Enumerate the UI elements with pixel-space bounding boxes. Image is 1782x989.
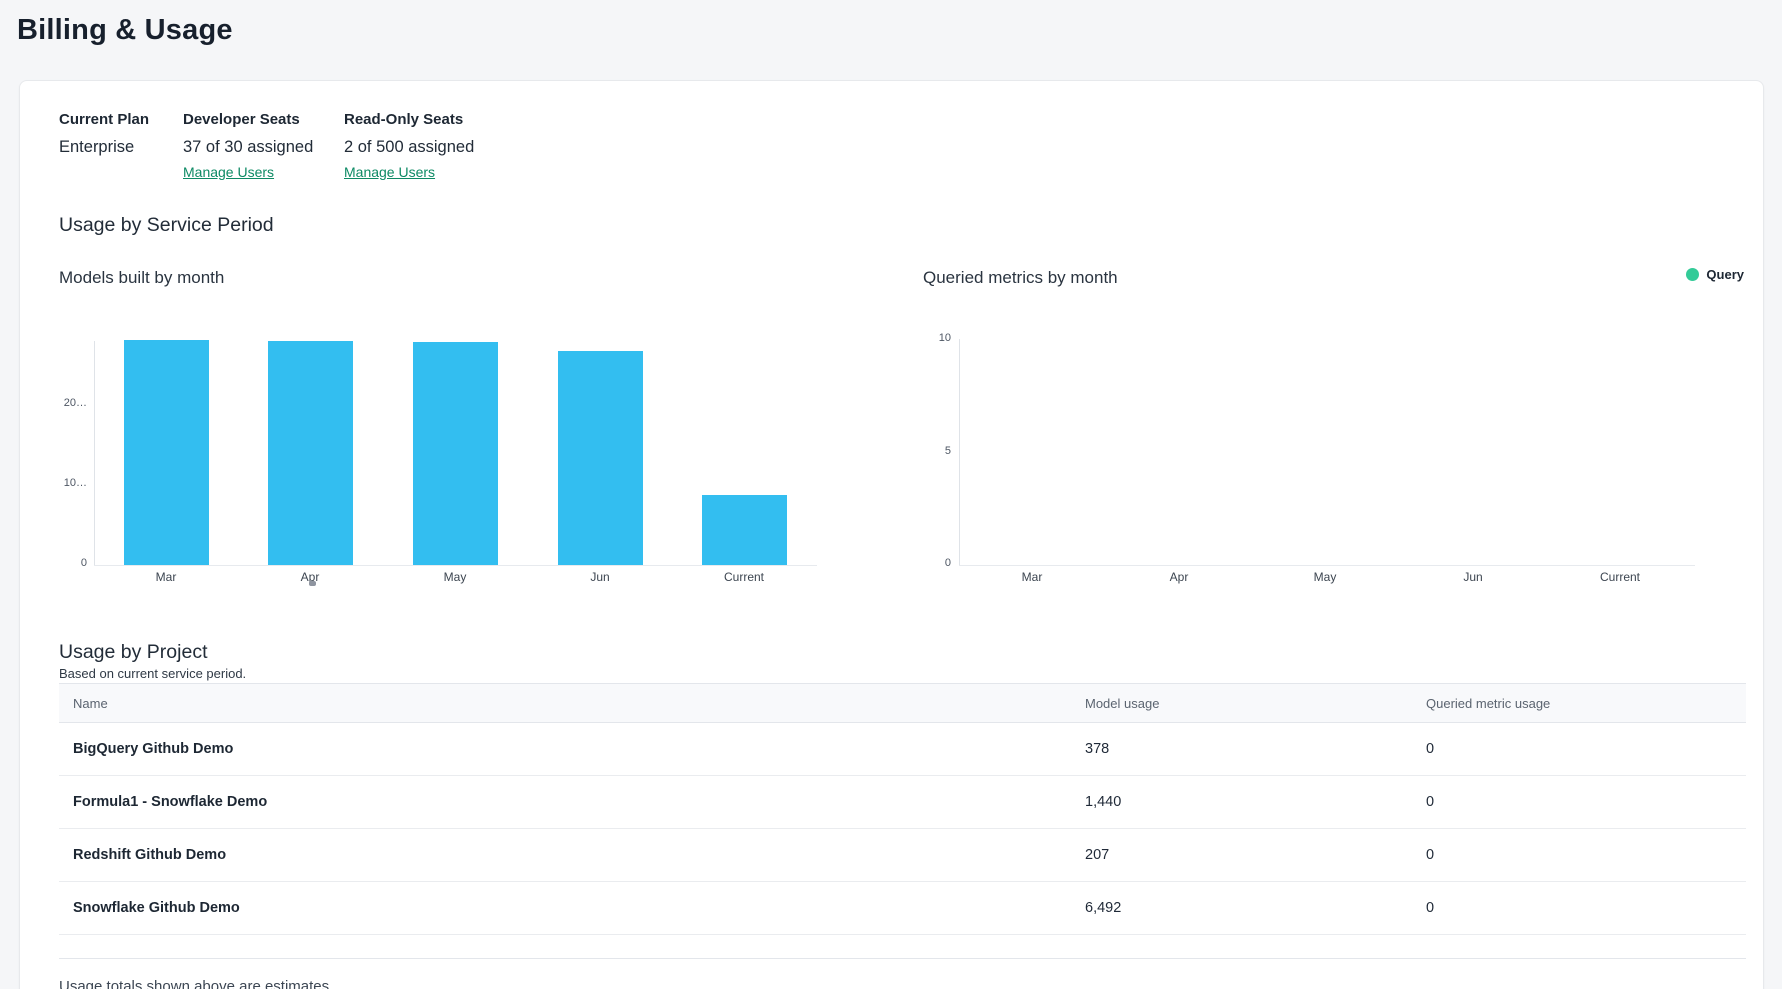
readonly-seats-label: Read-Only Seats [344, 111, 464, 128]
queried-chart-title: Queried metrics by month [923, 268, 1118, 287]
queried-metric-usage-value: 0 [1426, 847, 1435, 863]
project-name: Formula1 - Snowflake Demo [73, 794, 268, 810]
queried-metric-usage-value: 0 [1426, 794, 1435, 810]
table-row: BigQuery Github Demo 378 0 [59, 723, 1746, 776]
models-ytick-20000: 20… [63, 397, 87, 409]
readonly-seats-column: Read-Only Seats 2 of 500 assigned Manage… [344, 111, 474, 182]
project-name: Redshift Github Demo [73, 847, 227, 863]
queried-y-axis [959, 339, 960, 565]
current-plan-value: Enterprise [59, 138, 135, 156]
models-x-axis [94, 565, 817, 566]
developer-seats-column: Developer Seats 37 of 30 assigned Manage… [183, 111, 313, 182]
queried-xtick-mar: Mar [1021, 570, 1043, 584]
models-xtick-may: May [443, 570, 467, 584]
queried-ytick-10: 10 [938, 332, 951, 344]
models-xtick-mar: Mar [155, 570, 177, 584]
usage-by-project-table: Name Model usage Queried metric usage Bi… [59, 683, 1746, 959]
mini-scrollbar-thumb[interactable] [309, 581, 316, 586]
column-header-queried-usage: Queried metric usage [1426, 695, 1551, 711]
project-name: Snowflake Github Demo [73, 900, 240, 916]
bar-may [412, 342, 498, 565]
table-row: Formula1 - Snowflake Demo 1,440 0 [59, 776, 1746, 829]
queried-xtick-jun: Jun [1463, 570, 1483, 584]
table-row: Redshift Github Demo 207 0 [59, 829, 1746, 882]
table-row: Snowflake Github Demo 6,492 0 [59, 882, 1746, 935]
readonly-seats-value: 2 of 500 assigned [344, 138, 475, 156]
queried-xtick-may: May [1313, 570, 1337, 584]
queried-ytick-0: 0 [944, 557, 951, 569]
models-xtick-apr: Apr [300, 570, 320, 584]
legend-dot-icon [1686, 268, 1700, 281]
usage-estimates-note: Usage totals shown above are estimates. [59, 978, 334, 989]
legend-item-query[interactable]: Query [1686, 267, 1744, 282]
models-ytick-0: 0 [80, 557, 87, 569]
project-name: BigQuery Github Demo [73, 741, 234, 757]
models-ytick-10000: 10… [63, 477, 87, 489]
current-plan-column: Current Plan Enterprise [59, 111, 149, 157]
project-section-title: Usage by Project [59, 641, 208, 663]
legend-label: Query [1706, 267, 1744, 282]
column-header-model-usage: Model usage [1085, 695, 1160, 711]
models-xtick-jun: Jun [590, 570, 610, 584]
table-body: BigQuery Github Demo 378 0 Formula1 - Snowf… [59, 723, 1746, 935]
table-end-strip [59, 935, 1746, 959]
model-usage-value: 6,492 [1085, 900, 1122, 916]
table-header-row: Name Model usage Queried metric usage [59, 683, 1746, 723]
queried-ytick-5: 5 [944, 445, 951, 457]
developer-seats-value: 37 of 30 assigned [183, 138, 314, 156]
models-chart-title: Models built by month [59, 268, 225, 287]
current-plan-label: Current Plan [59, 111, 150, 128]
queried-metric-usage-value: 0 [1426, 741, 1435, 757]
billing-card: Current Plan Enterprise Developer Seats … [19, 80, 1764, 989]
queried-xtick-apr: Apr [1169, 570, 1189, 584]
bar-apr [267, 341, 353, 565]
model-usage-value: 207 [1085, 847, 1110, 863]
models-xtick-current: Current [723, 570, 764, 584]
manage-users-link-developer[interactable]: Manage Users [183, 164, 275, 180]
model-usage-value: 1,440 [1085, 794, 1122, 810]
bar-jun [557, 351, 643, 565]
developer-seats-label: Developer Seats [183, 111, 300, 128]
model-usage-value: 378 [1085, 741, 1110, 757]
usage-section-title: Usage by Service Period [59, 214, 274, 236]
queried-metric-usage-value: 0 [1426, 900, 1435, 916]
bar-current [701, 495, 787, 565]
models-y-axis [94, 341, 95, 565]
page-title: Billing & Usage [17, 14, 233, 46]
project-section-subtitle: Based on current service period. [59, 666, 247, 681]
bar-mar [123, 340, 209, 565]
queried-xtick-current: Current [1599, 570, 1640, 584]
column-header-name: Name [73, 695, 108, 711]
manage-users-link-readonly[interactable]: Manage Users [344, 164, 436, 180]
queried-x-axis [959, 565, 1695, 566]
